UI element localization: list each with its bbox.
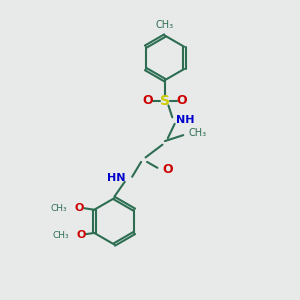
Text: CH₃: CH₃ [189, 128, 207, 138]
Text: CH₃: CH₃ [156, 20, 174, 30]
Text: O: O [142, 94, 153, 107]
Text: NH: NH [176, 115, 194, 125]
Text: O: O [76, 230, 86, 240]
Text: CH₃: CH₃ [53, 231, 69, 240]
Text: O: O [162, 163, 172, 176]
Text: O: O [176, 94, 187, 107]
Text: O: O [75, 203, 84, 213]
Text: CH₃: CH₃ [51, 204, 68, 213]
Text: S: S [160, 94, 170, 108]
Text: HN: HN [107, 173, 126, 183]
